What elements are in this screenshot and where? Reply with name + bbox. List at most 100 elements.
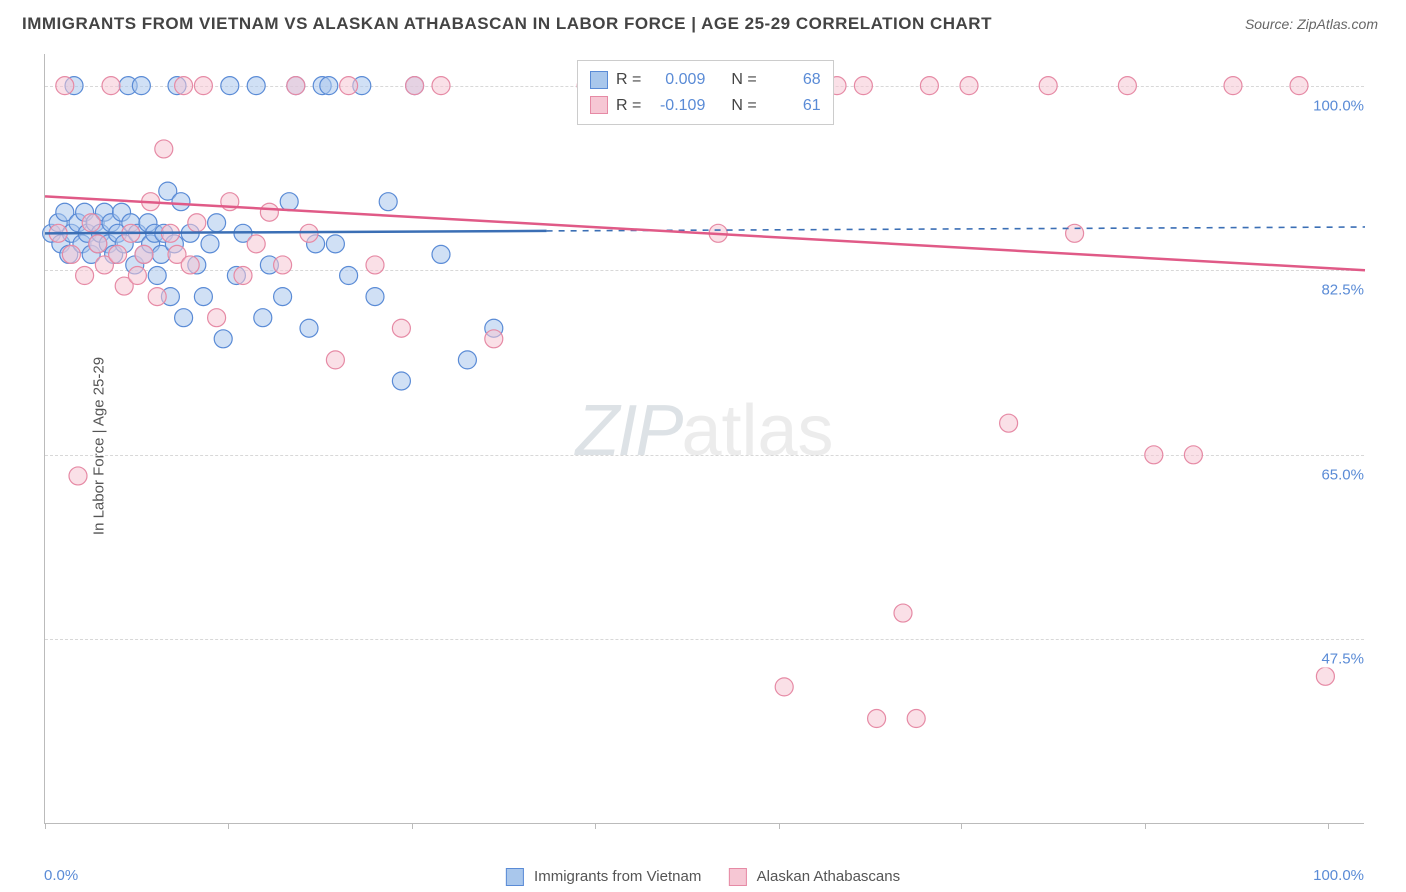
n-value: 61 [765,93,821,119]
scatter-point-athabascan [102,77,120,95]
scatter-point-vietnam [340,267,358,285]
scatter-point-vietnam [194,288,212,306]
scatter-point-vietnam [175,309,193,327]
scatter-point-athabascan [89,235,107,253]
scatter-point-athabascan [109,245,127,263]
n-label: N = [731,93,756,119]
scatter-point-vietnam [208,214,226,232]
scatter-point-athabascan [76,267,94,285]
scatter-point-athabascan [894,604,912,622]
correlation-stats-box: R = 0.009 N = 68R = -0.109 N = 61 [577,60,834,125]
scatter-point-athabascan [274,256,292,274]
scatter-point-athabascan [326,351,344,369]
scatter-plot-svg [45,54,1364,823]
scatter-point-athabascan [1224,77,1242,95]
scatter-point-athabascan [287,77,305,95]
scatter-point-vietnam [214,330,232,348]
scatter-point-athabascan [188,214,206,232]
title-bar: IMMIGRANTS FROM VIETNAM VS ALASKAN ATHAB… [0,0,1406,44]
scatter-point-athabascan [432,77,450,95]
scatter-point-athabascan [128,267,146,285]
scatter-point-athabascan [194,77,212,95]
scatter-point-vietnam [221,77,239,95]
x-tick [228,823,229,829]
source-label: Source: ZipAtlas.com [1245,16,1378,32]
scatter-point-vietnam [132,77,150,95]
legend-label-vietnam: Immigrants from Vietnam [534,868,701,885]
n-value: 68 [765,67,821,93]
scatter-point-athabascan [960,77,978,95]
scatter-point-athabascan [62,245,80,263]
legend-swatch-vietnam [506,868,524,886]
y-tick-label: 100.0% [1309,97,1368,114]
x-tick [961,823,962,829]
scatter-point-athabascan [1039,77,1057,95]
scatter-point-athabascan [854,77,872,95]
scatter-point-vietnam [254,309,272,327]
x-tick [779,823,780,829]
scatter-point-athabascan [406,77,424,95]
scatter-point-vietnam [432,245,450,263]
legend: Immigrants from Vietnam Alaskan Athabasc… [506,868,900,886]
scatter-point-athabascan [1066,224,1084,242]
y-tick-label: 65.0% [1317,466,1368,483]
stats-row-athabascan: R = -0.109 N = 61 [590,93,821,119]
scatter-point-athabascan [1145,446,1163,464]
scatter-point-vietnam [148,267,166,285]
scatter-point-athabascan [868,710,886,728]
scatter-point-athabascan [392,319,410,337]
x-axis-max-label: 100.0% [1313,867,1364,884]
scatter-point-athabascan [82,214,100,232]
y-tick-label: 82.5% [1317,282,1368,299]
scatter-point-athabascan [260,203,278,221]
stats-swatch-icon [590,71,608,89]
scatter-point-athabascan [56,77,74,95]
scatter-point-athabascan [208,309,226,327]
scatter-point-vietnam [300,319,318,337]
scatter-point-vietnam [201,235,219,253]
scatter-point-vietnam [280,193,298,211]
scatter-point-vietnam [172,193,190,211]
scatter-point-vietnam [247,77,265,95]
stats-swatch-icon [590,96,608,114]
scatter-point-athabascan [181,256,199,274]
scatter-point-athabascan [1290,77,1308,95]
scatter-point-athabascan [1184,446,1202,464]
scatter-point-vietnam [366,288,384,306]
scatter-point-athabascan [340,77,358,95]
x-tick [1145,823,1146,829]
legend-item-vietnam: Immigrants from Vietnam [506,868,701,886]
x-tick [412,823,413,829]
scatter-point-athabascan [920,77,938,95]
scatter-point-athabascan [135,245,153,263]
scatter-point-vietnam [320,77,338,95]
scatter-point-athabascan [907,710,925,728]
r-value: -0.109 [649,93,705,119]
legend-swatch-athabascan [729,868,747,886]
scatter-point-vietnam [274,288,292,306]
chart-plot-area: ZIPatlas R =0.009N =68R =-0.109N =61 100… [44,54,1364,824]
r-label: R = [616,93,641,119]
scatter-point-athabascan [148,288,166,306]
r-value: 0.009 [649,67,705,93]
scatter-point-athabascan [155,140,173,158]
chart-title: IMMIGRANTS FROM VIETNAM VS ALASKAN ATHAB… [22,14,992,34]
scatter-point-vietnam [392,372,410,390]
x-tick [595,823,596,829]
n-label: N = [731,67,756,93]
scatter-point-athabascan [366,256,384,274]
scatter-point-vietnam [458,351,476,369]
scatter-point-vietnam [326,235,344,253]
x-tick [1328,823,1329,829]
legend-label-athabascan: Alaskan Athabascans [757,868,900,885]
scatter-point-athabascan [1118,77,1136,95]
scatter-point-athabascan [1316,667,1334,685]
legend-item-athabascan: Alaskan Athabascans [729,868,900,886]
y-tick-label: 47.5% [1317,651,1368,668]
x-axis-min-label: 0.0% [44,867,78,884]
scatter-point-athabascan [69,467,87,485]
scatter-point-athabascan [1000,414,1018,432]
scatter-point-vietnam [379,193,397,211]
scatter-point-athabascan [775,678,793,696]
scatter-point-athabascan [247,235,265,253]
